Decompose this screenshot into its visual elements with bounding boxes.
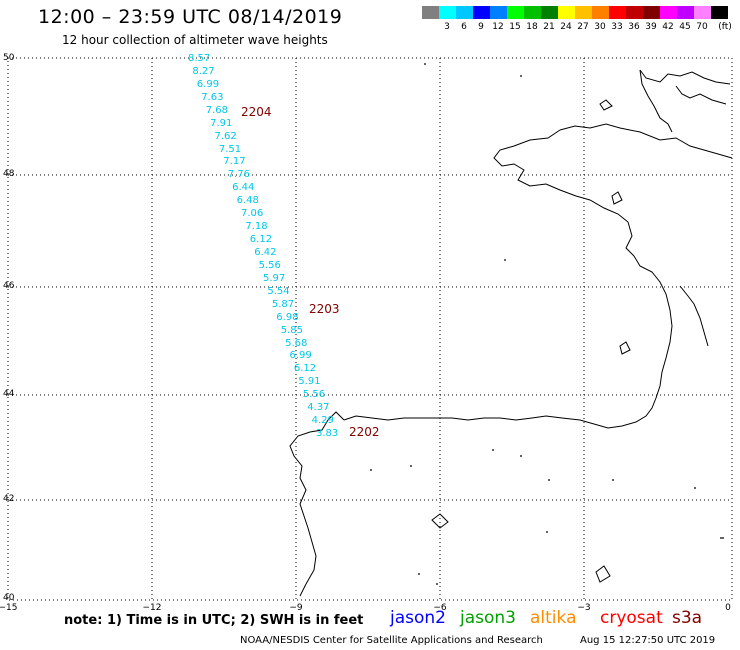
scale-label: 3 — [444, 22, 450, 32]
scale-swatch — [507, 6, 524, 19]
wave-height-label: 4.29 — [311, 415, 334, 427]
wave-height-label: 6.44 — [232, 182, 255, 194]
scale-label: 24 — [560, 22, 572, 32]
page-subtitle: 12 hour collection of altimeter wave hei… — [62, 33, 328, 47]
scale-label: 27 — [577, 22, 589, 32]
lon-tick: −15 — [0, 603, 18, 613]
satellite-name: s3a — [672, 608, 703, 628]
wave-height-label: 7.06 — [241, 208, 264, 220]
scale-swatch — [456, 6, 473, 19]
satellite-name: jason2 — [390, 608, 446, 628]
scale-swatch — [626, 6, 643, 19]
lon-tick: −12 — [142, 603, 162, 613]
lat-tick: 42 — [3, 494, 15, 504]
scale-label: 6 — [461, 22, 467, 32]
lat-tick: 50 — [3, 53, 15, 63]
pass-label: 2203 — [309, 302, 340, 316]
generated-timestamp: Aug 15 12:27:50 UTC 2019 — [580, 635, 716, 646]
map-frame — [7, 57, 733, 601]
scale-swatch — [575, 6, 592, 19]
scale-swatch — [643, 6, 660, 19]
scale-label: 42 — [662, 22, 674, 32]
scale-label: 30 — [594, 22, 606, 32]
scale-label: 39 — [645, 22, 657, 32]
scale-swatch — [422, 6, 439, 19]
wave-height-label: 7.18 — [245, 221, 268, 233]
page-title: 12:00 – 23:59 UTC 08/14/2019 — [38, 6, 343, 28]
scale-swatch — [609, 6, 626, 19]
wave-height-label: 3.83 — [316, 428, 339, 439]
wave-height-label: 5.56 — [258, 259, 281, 271]
scale-label: 70 — [696, 22, 708, 32]
satellite-name: jason3 — [460, 608, 516, 628]
scale-swatch — [694, 6, 711, 19]
lat-tick: 48 — [3, 169, 15, 179]
wave-height-label: 7.76 — [227, 169, 250, 181]
scale-label: 18 — [526, 22, 538, 32]
grid-lines — [8, 58, 732, 600]
wave-height-label: 6.99 — [196, 78, 220, 90]
scale-label: 36 — [628, 22, 640, 32]
pass-label: 2204 — [241, 105, 272, 119]
wave-height-label: 7.51 — [218, 143, 242, 155]
scale-label: 9 — [478, 22, 484, 32]
wave-height-label: 8.57 — [188, 53, 211, 64]
scale-label: 15 — [509, 22, 521, 32]
scale-swatch — [558, 6, 575, 19]
wave-height-label: 8.27 — [192, 65, 215, 77]
scale-swatch — [711, 6, 728, 19]
scale-swatch — [473, 6, 490, 19]
scale-swatch — [524, 6, 541, 19]
credit-line: NOAA/NESDIS Center for Satellite Applica… — [240, 635, 543, 646]
coastline — [289, 69, 733, 597]
scale-swatch — [490, 6, 507, 19]
wave-height-label: 5.91 — [298, 376, 321, 388]
wave-height-label: 6.42 — [254, 247, 277, 258]
scale-unit: (ft) — [718, 22, 732, 32]
scale-label: 12 — [492, 22, 504, 32]
wave-height-label: 7.17 — [223, 156, 246, 168]
scale-label: 21 — [543, 22, 555, 32]
wave-height-label: 7.63 — [201, 91, 224, 103]
scale-label: 45 — [679, 22, 691, 32]
satellite-name: altika — [530, 608, 577, 628]
wave-height-label: 6.48 — [236, 195, 259, 207]
lat-tick: 40 — [3, 593, 15, 603]
wave-height-label: 4.37 — [307, 402, 330, 414]
scale-swatch — [592, 6, 609, 19]
wave-height-label: 5.54 — [267, 285, 290, 297]
satellite-name: cryosat — [600, 608, 663, 628]
wave-height-label: 6.99 — [289, 350, 312, 362]
footer-note: note: 1) Time is in UTC; 2) SWH is in fe… — [64, 613, 364, 628]
wave-height-label: 7.68 — [205, 104, 228, 116]
scale-label: 33 — [611, 22, 623, 32]
wave-height-label: 5.97 — [263, 272, 286, 284]
lon-tick: −3 — [577, 603, 591, 613]
wave-height-label: 6.12 — [249, 234, 273, 245]
lat-tick: 46 — [3, 281, 15, 291]
wave-height-label: 5.56 — [302, 389, 326, 401]
wave-height-label: 7.91 — [210, 117, 233, 129]
coast-fragments — [370, 63, 724, 585]
wave-height-label: 5.85 — [280, 324, 303, 336]
lon-tick: −6 — [433, 603, 447, 613]
scale-swatch — [677, 6, 694, 19]
wave-height-label: 5.87 — [271, 298, 295, 310]
wave-height-label: 5.68 — [285, 337, 308, 349]
pass-label: 2202 — [349, 425, 380, 439]
scale-swatch — [541, 6, 558, 19]
scale-swatch — [660, 6, 677, 19]
scale-swatch — [439, 6, 456, 19]
lon-tick: 0 — [725, 603, 731, 613]
wave-height-label: 7.62 — [214, 130, 237, 142]
lat-tick: 44 — [3, 389, 15, 399]
wave-height-label: 6.98 — [276, 311, 299, 323]
lon-tick: −9 — [289, 603, 303, 613]
wave-height-label: 6.12 — [293, 363, 317, 375]
